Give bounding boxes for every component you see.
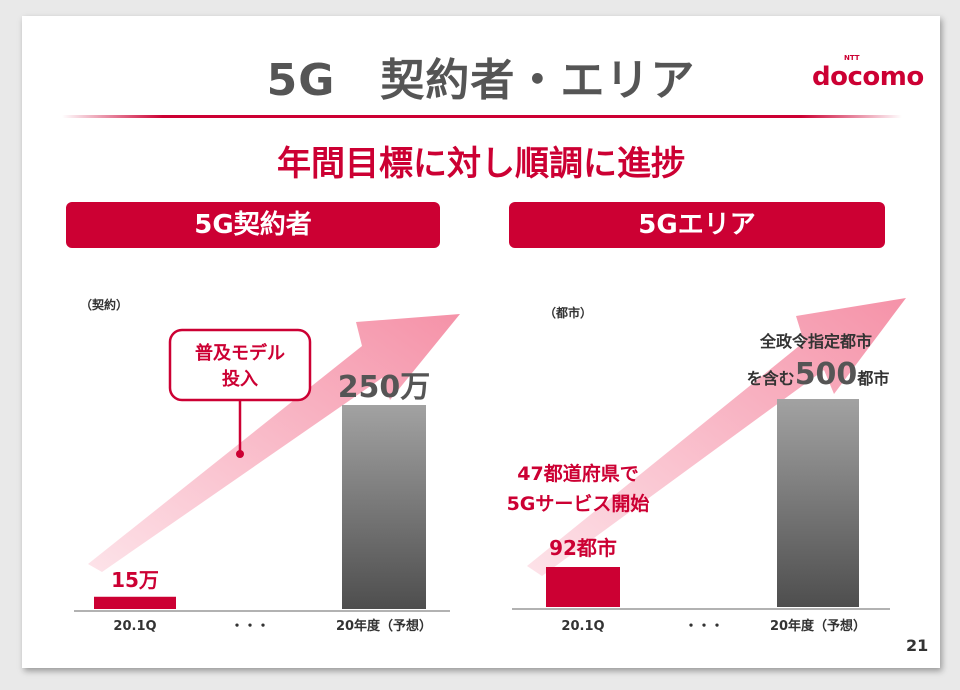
right-unit-label: （都市） <box>544 305 592 320</box>
right-tick-ellipsis: ・・・ <box>684 619 723 634</box>
left-data-label-20-1q: 15万 <box>111 568 159 592</box>
right-data-label-20-forecast: を含む500都市 <box>747 357 890 392</box>
title-divider <box>62 115 902 118</box>
right-growth-arrow <box>527 298 906 576</box>
left-callout-dot <box>236 450 244 458</box>
charts-canvas: （契約） 15万 250万 20.1Q ・・・ 20年度（予想） 普及モデル 投… <box>74 297 906 634</box>
right-bar-20-1q <box>546 567 620 607</box>
left-bar-20-forecast <box>342 405 426 609</box>
left-data-label-20-forecast: 250万 <box>338 370 431 405</box>
banner-5g-area: 5Gエリア <box>509 202 885 248</box>
left-tick-20-1q: 20.1Q <box>113 619 156 634</box>
left-unit-label: （契約） <box>80 297 128 312</box>
left-callout-line-2: 投入 <box>222 368 258 390</box>
right-tick-20-forecast: 20年度（予想） <box>770 618 866 634</box>
right-annotation-line-2: 5Gサービス開始 <box>507 492 650 515</box>
right-annotation-line-1: 47都道府県で <box>517 462 638 485</box>
left-tick-20-forecast: 20年度（予想） <box>336 618 432 634</box>
right-annotation-value: 500 <box>795 357 858 392</box>
left-callout-line-1: 普及モデル <box>195 342 285 364</box>
docomo-logo: docomo <box>812 62 924 92</box>
right-data-label-20-1q: 92都市 <box>549 536 617 560</box>
left-tick-ellipsis: ・・・ <box>230 619 269 634</box>
slide: 5G 契約者・エリア NTT docomo 年間目標に対し順調に進捗 5G契約者… <box>22 16 940 668</box>
left-bar-20-1q <box>94 596 176 609</box>
left-growth-arrow <box>88 314 460 572</box>
logo-ntt-text: NTT <box>844 54 860 62</box>
page-title: 5G 契約者・エリア <box>266 55 696 106</box>
right-annotation-top: 全政令指定都市 <box>759 332 872 351</box>
slide-subtitle: 年間目標に対し順調に進捗 <box>277 144 685 184</box>
right-annotation-suffix: 都市 <box>856 369 889 388</box>
right-tick-20-1q: 20.1Q <box>561 619 604 634</box>
right-annotation-prefix: を含む <box>747 369 795 388</box>
page-number: 21 <box>906 636 929 655</box>
right-bar-20-forecast <box>777 399 859 607</box>
banner-5g-subscribers: 5G契約者 <box>66 202 440 248</box>
